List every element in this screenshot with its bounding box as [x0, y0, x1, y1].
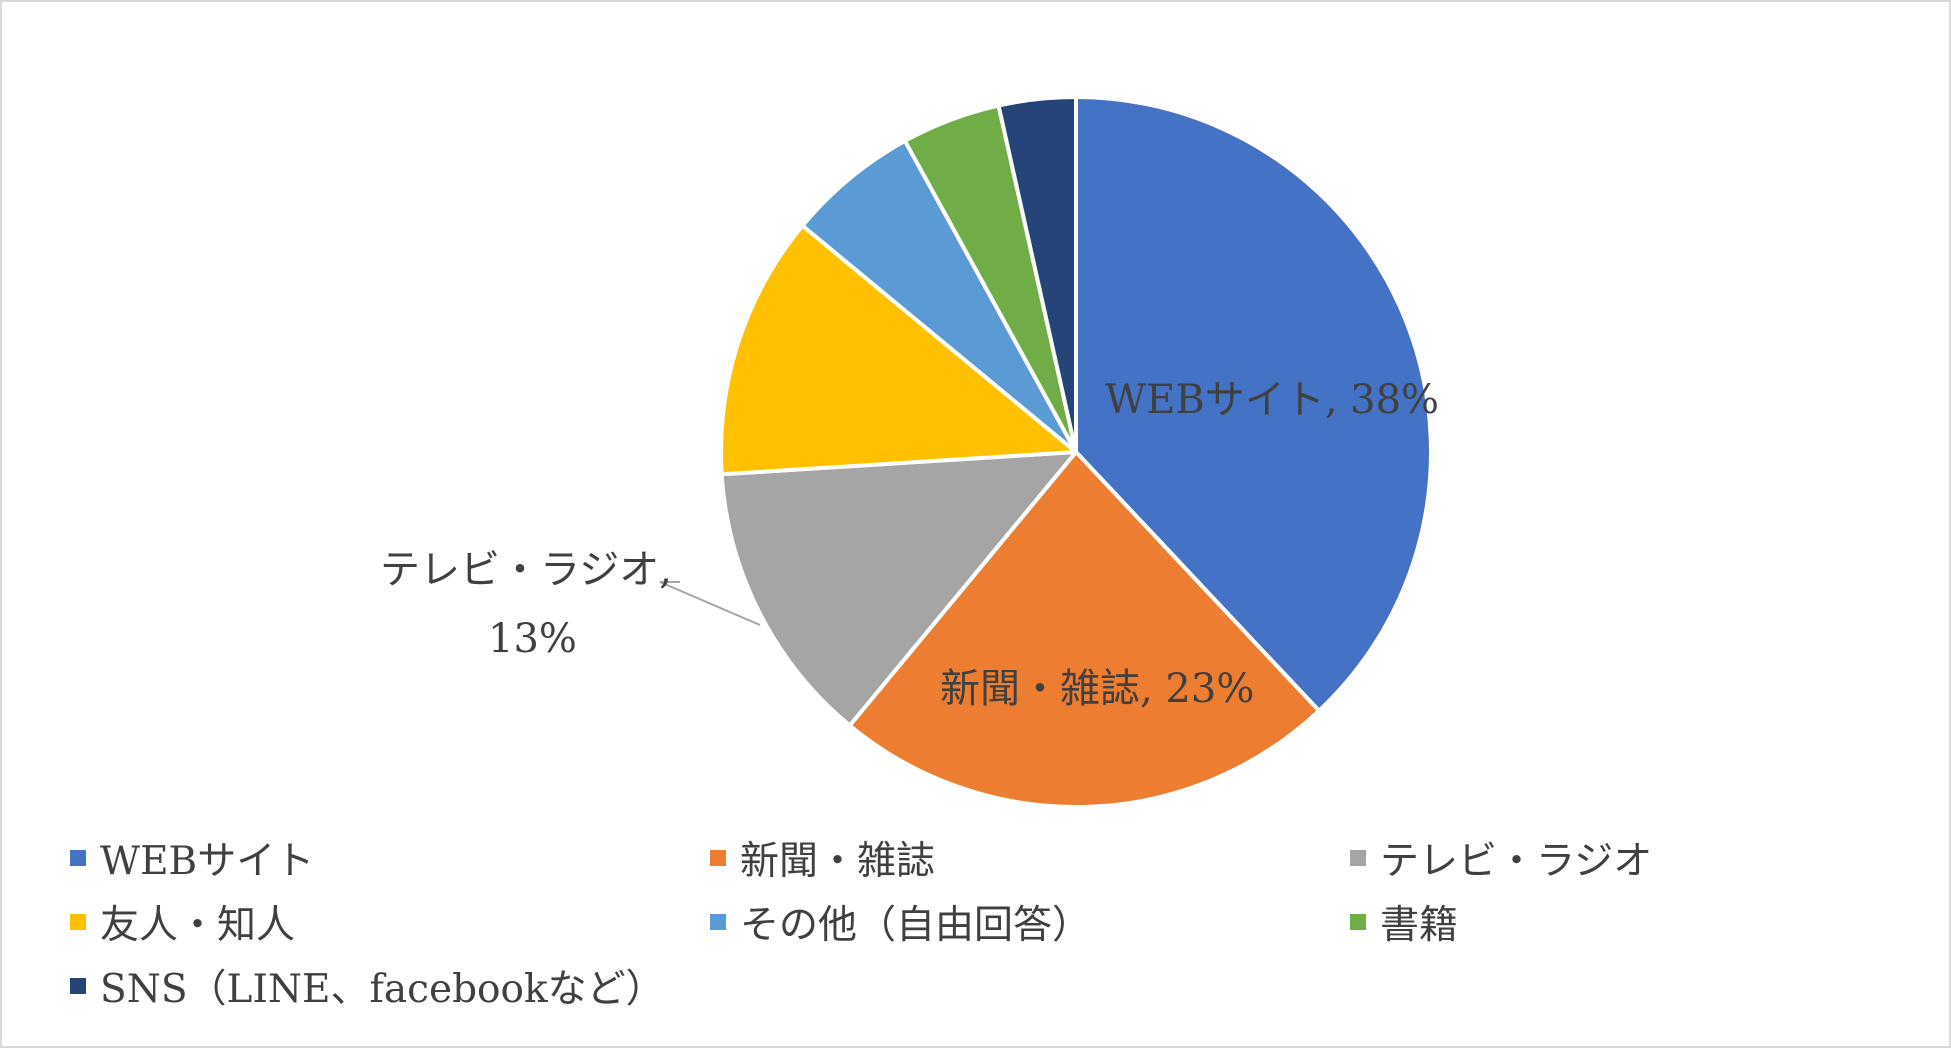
- legend-label: テレビ・ラジオ: [1380, 839, 1653, 884]
- legend-item-books: 書籍: [1350, 896, 1870, 948]
- legend-item-tv: テレビ・ラジオ: [1350, 832, 1870, 884]
- legend-swatch: [1350, 914, 1366, 930]
- legend-label: WEBサイト: [100, 839, 315, 884]
- legend-item-other: その他（自由回答）: [710, 896, 1350, 948]
- legend-swatch: [710, 914, 726, 930]
- legend-swatch: [70, 978, 86, 994]
- legend-label: SNS（LINE、facebookなど）: [100, 967, 665, 1012]
- legend-label: 新聞・雑誌: [740, 839, 936, 884]
- legend-swatch: [70, 914, 86, 930]
- pie-slice-1: [847, 450, 1322, 809]
- legend-label: 友人・知人: [100, 903, 296, 948]
- legend-item-friends: 友人・知人: [70, 896, 710, 948]
- legend-label: その他（自由回答）: [740, 903, 1092, 948]
- legend-item-web: WEBサイト: [70, 832, 710, 884]
- data-label-tv-line2: 13%: [488, 616, 577, 662]
- legend-label: 書籍: [1380, 903, 1459, 948]
- pie-slice-6: [996, 95, 1078, 454]
- data-label-tv-line1: テレビ・ラジオ,: [380, 547, 672, 593]
- legend-swatch: [710, 850, 726, 866]
- pie-slice-0: [1074, 95, 1433, 713]
- pie-slices: [719, 95, 1433, 809]
- legend-item-sns: SNS（LINE、facebookなど）: [70, 960, 710, 1012]
- legend-swatch: [1350, 850, 1366, 866]
- legend: WEBサイト 新聞・雑誌 テレビ・ラジオ 友人・知人 その他（自由回答） 書籍 …: [70, 832, 1870, 1012]
- data-label-newspaper: 新聞・雑誌, 23%: [940, 666, 1254, 712]
- pie-slice-2: [719, 450, 1078, 728]
- legend-item-newspaper: 新聞・雑誌: [710, 832, 1350, 884]
- pie-slice-3: [719, 223, 1078, 477]
- legend-swatch: [70, 850, 86, 866]
- leader-line-tv: [659, 581, 761, 626]
- data-label-web: WEBサイト, 38%: [1105, 377, 1439, 423]
- pie-slice-4: [800, 138, 1078, 454]
